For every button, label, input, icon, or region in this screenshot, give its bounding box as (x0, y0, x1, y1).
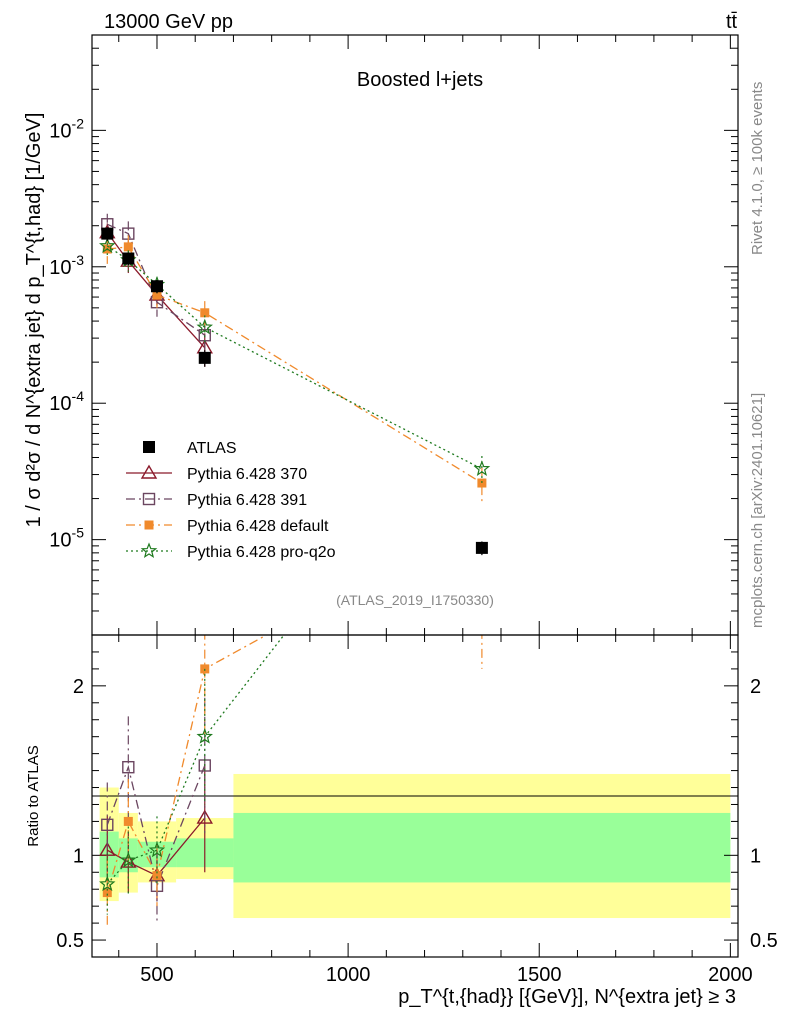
ratio-y-tick-label-right: 2 (750, 676, 761, 698)
legend-label: Pythia 6.428 pro-q2o (187, 544, 336, 561)
ratio-point (99, 875, 116, 892)
ratio-panel-frame (91, 634, 739, 958)
process-label: tt̄ (726, 11, 738, 33)
data-point (152, 290, 162, 300)
ratio-point (101, 818, 114, 832)
ratio-point (148, 841, 166, 858)
x-tick-label: 500 (140, 964, 173, 986)
x-tick-label: 1000 (326, 964, 371, 986)
ratio-point (123, 816, 133, 826)
data-point (200, 308, 210, 318)
x-axis-label: p_T^{t,{had}} [{GeV}], N^{extra jet} ≥ 3 (398, 986, 736, 1008)
series-atlas (101, 227, 488, 556)
series-pythia-6-428-pro-q2o (98, 237, 491, 486)
legend-marker (144, 520, 154, 530)
mcplots-source-label: mcplots.cern.ch [arXiv:2401.10621] (749, 393, 766, 628)
data-point (122, 252, 135, 265)
main-y-label-text: 1 / σ d²σ / d N^{extra jet} d p_T^{t,had… (23, 113, 45, 528)
data-point (473, 460, 491, 476)
legend-label: Pythia 6.428 391 (187, 492, 307, 509)
data-point (123, 242, 133, 252)
main-y-tick-label: 10-5 (49, 525, 84, 552)
legend-marker (140, 464, 158, 479)
legend-marker (140, 542, 158, 559)
series-line (106, 245, 483, 470)
rivet-version-label: Rivet 4.1.0, ≥ 100k events (749, 82, 766, 255)
series-line (107, 223, 206, 336)
ratio-line (106, 764, 206, 888)
ratio-y-tick-label-right: 1 (750, 845, 761, 867)
legend-marker (142, 492, 156, 506)
main-y-tick-label: 10-4 (49, 388, 84, 415)
legend-entry: ATLAS (143, 440, 237, 457)
legend-label: Pythia 6.428 default (187, 518, 329, 535)
analysis-id: (ATLAS_2019_I1750330) (336, 592, 494, 608)
main-y-tick-label: 10-2 (49, 115, 84, 142)
ratio-y-label: Ratio to ATLAS (25, 745, 42, 846)
ratio-point (475, 374, 488, 387)
data-point (475, 541, 488, 554)
main-y-tick-label: 10-3 (49, 252, 84, 279)
main-panel-series (98, 213, 491, 556)
legend-label: Pythia 6.428 370 (187, 466, 307, 483)
ratio-stat-band (233, 812, 731, 883)
x-tick-label: 2000 (708, 964, 753, 986)
ratio-point (102, 888, 112, 898)
ratio-point (152, 871, 162, 881)
ratio-series-pythia-6-428-pro-q2o (99, 374, 488, 915)
legend-entry: Pythia 6.428 370 (126, 464, 307, 483)
data-point (198, 351, 211, 364)
data-point (196, 318, 214, 335)
ratio-axis-ticks: 500 1000 1500 2000 0.5 0.5 1 1 2 2 (56, 635, 778, 986)
data-point (98, 237, 116, 254)
legend-marker (143, 441, 155, 453)
chart-title: Boosted l+jets (357, 69, 483, 91)
legend-entry: Pythia 6.428 default (126, 518, 329, 535)
ratio-point (122, 760, 135, 774)
ratio-point (196, 728, 214, 744)
legend-label: ATLAS (187, 440, 237, 457)
ratio-y-tick-label-right: 0.5 (750, 930, 778, 952)
main-y-axis-label: 1 / σ d²σ / d N^{extra jet} d p_T^{t,had… (23, 113, 45, 528)
data-point (101, 227, 114, 240)
x-tick-label: 1500 (517, 964, 562, 986)
ratio-line (106, 817, 206, 877)
ratio-y-tick-label: 0.5 (56, 930, 84, 952)
main-axis-ticks: 10-2 10-3 10-4 10-5 (49, 34, 738, 636)
series-line (106, 232, 206, 349)
ratio-y-tick-label: 2 (73, 676, 84, 698)
series-pythia-6-428-default (102, 235, 487, 505)
legend: ATLAS Pythia 6.428 370 Pythia 6.428 391 Pyt… (126, 440, 336, 561)
data-point (150, 280, 163, 293)
ratio-line (106, 635, 285, 885)
legend-entry: Pythia 6.428 391 (126, 492, 307, 509)
ratio-point (196, 809, 213, 824)
ratio-point (120, 851, 137, 868)
ratio-panel-series (99, 374, 488, 927)
energy-label: 13000 GeV pp (104, 11, 233, 33)
ratio-stat-band (99, 831, 119, 878)
ratio-point (477, 512, 486, 521)
ratio-y-tick-label: 1 (73, 845, 84, 867)
legend-entry: Pythia 6.428 pro-q2o (126, 542, 336, 561)
